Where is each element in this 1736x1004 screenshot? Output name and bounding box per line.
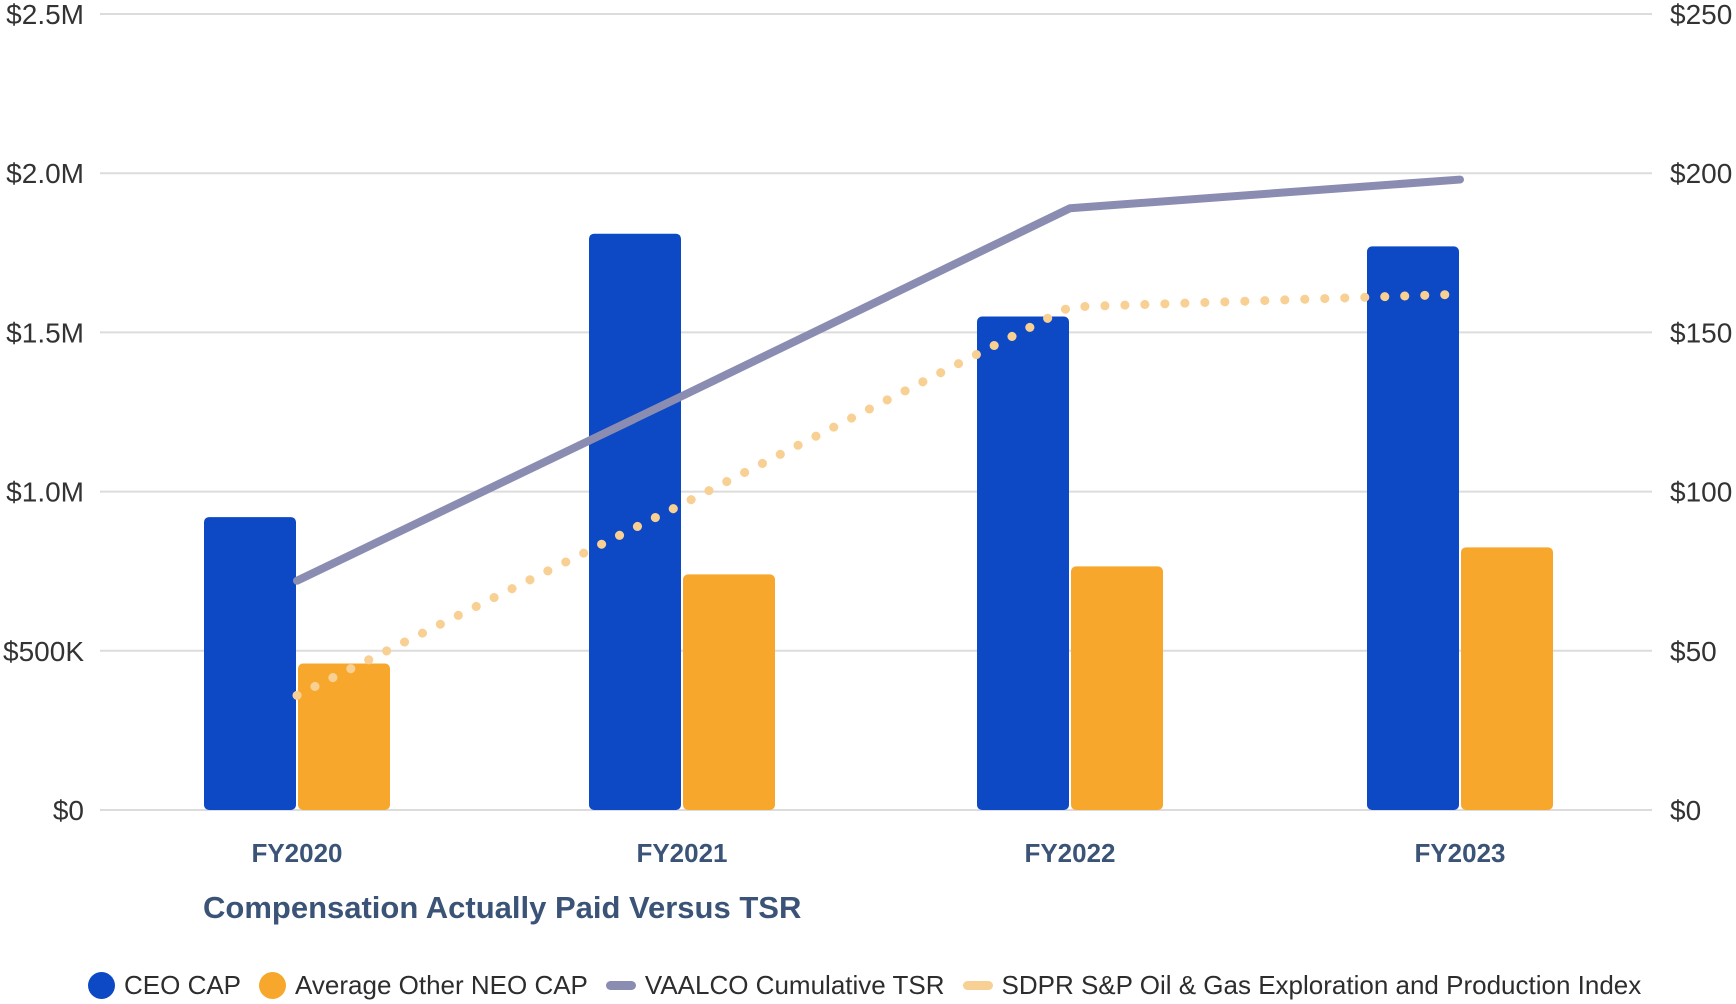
legend-label: SDPR S&P Oil & Gas Exploration and Produ… — [1001, 970, 1642, 1000]
bar-ceo-cap — [204, 517, 296, 810]
legend-circle-swatch — [259, 972, 287, 999]
right-axis-tick-label: $250 — [1670, 0, 1732, 30]
legend-label: VAALCO Cumulative TSR — [644, 970, 945, 1000]
category-label: FY2022 — [1024, 838, 1115, 868]
legend-item: SDPR S&P Oil & Gas Exploration and Produ… — [962, 970, 1642, 1001]
index-dotted-line — [292, 289, 1465, 700]
legend-label: Average Other NEO CAP — [295, 970, 588, 1000]
category-label: FY2023 — [1414, 838, 1505, 868]
legend-item: Average Other NEO CAP — [259, 970, 588, 1001]
bar-neo-cap — [298, 663, 390, 810]
right-axis-tick-label: $200 — [1670, 158, 1732, 189]
bar-ceo-cap — [589, 233, 681, 811]
legend: CEO CAP Average Other NEO CAP VAALCO Cumul… — [88, 970, 1641, 1001]
left-axis-tick-label: $500K — [3, 636, 84, 667]
category-label: FY2020 — [251, 838, 342, 868]
right-axis-tick-label: $150 — [1670, 317, 1732, 348]
left-axis-tick-label: $1.5M — [6, 317, 84, 348]
right-axis-tick-label: $50 — [1670, 636, 1717, 667]
legend-item: VAALCO Cumulative TSR — [605, 970, 945, 1001]
bar-ceo-cap — [977, 316, 1069, 810]
chart-title: Compensation Actually Paid Versus TSR — [203, 890, 802, 925]
legend-item: CEO CAP — [88, 970, 241, 1001]
legend-line-swatch — [605, 981, 636, 990]
left-axis-tick-label: $0 — [53, 795, 84, 826]
left-axis-tick-label: $1.0M — [6, 477, 84, 508]
left-axis-tick-label: $2.5M — [6, 0, 84, 30]
left-axis-tick-label: $2.0M — [6, 158, 84, 189]
legend-line-swatch — [962, 981, 993, 990]
bar-neo-cap — [683, 574, 775, 810]
right-axis-tick-label: $0 — [1670, 795, 1701, 826]
category-label: FY2021 — [636, 838, 727, 868]
bar-ceo-cap — [1367, 246, 1459, 810]
legend-circle-swatch — [88, 972, 115, 999]
legend-label: CEO CAP — [124, 970, 242, 1000]
bar-neo-cap — [1461, 547, 1553, 810]
tsr-line — [293, 175, 1464, 585]
bar-neo-cap — [1071, 566, 1163, 810]
right-axis-tick-label: $100 — [1670, 477, 1732, 508]
